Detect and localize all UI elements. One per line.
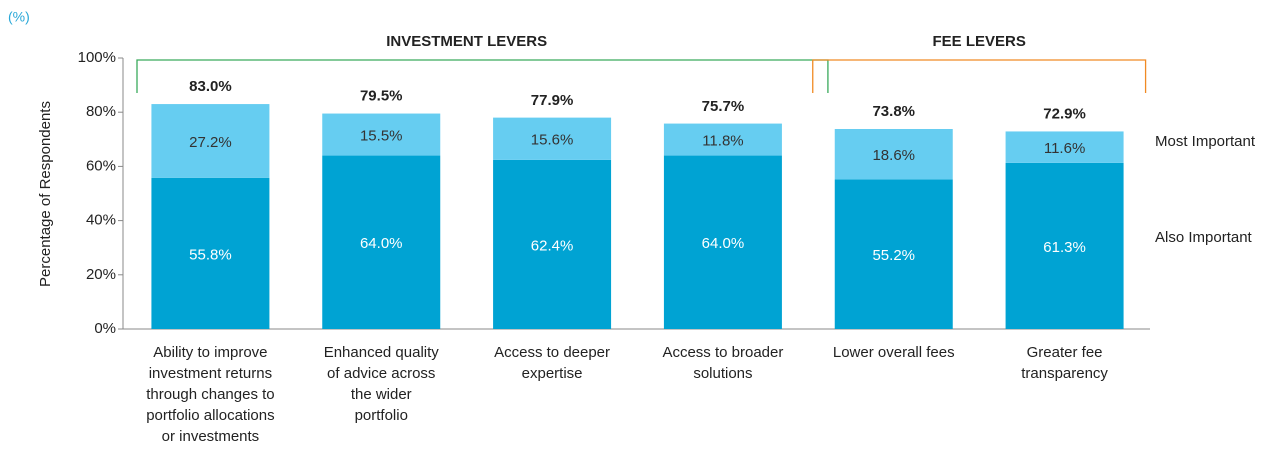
x-tick-label-line: Access to deeper	[494, 344, 610, 361]
y-axis-label: Percentage of Respondents	[37, 101, 54, 287]
legend-label: Most Important	[1155, 133, 1256, 150]
total-label: 75.7%	[702, 98, 745, 115]
data-label: 18.6%	[872, 147, 915, 164]
x-tick-label-line: solutions	[693, 365, 752, 382]
data-label: 55.8%	[189, 246, 232, 263]
y-tick-label: 0%	[94, 320, 116, 337]
bar-segment	[322, 155, 441, 329]
x-tick-label-line: portfolio	[355, 407, 408, 424]
x-tick-label-line: Greater fee	[1027, 344, 1103, 361]
group-label: FEE LEVERS	[932, 33, 1025, 50]
total-label: 77.9%	[531, 92, 574, 109]
x-tick-label: Access to broader solutions	[662, 344, 783, 382]
x-tick-label-line: through changes to	[146, 386, 274, 403]
x-tick-label: Enhanced quality of advice across the wide…	[324, 344, 440, 424]
data-label: 15.6%	[531, 132, 574, 149]
total-label: 72.9%	[1043, 105, 1086, 122]
group-bracket	[812, 59, 1147, 93]
data-label: 62.4%	[531, 237, 574, 254]
group-label: INVESTMENT LEVERS	[386, 33, 547, 50]
y-tick-label: 80%	[86, 103, 116, 120]
bar-segment	[493, 159, 612, 329]
bar-segment	[834, 179, 953, 329]
data-label: 11.6%	[1044, 140, 1085, 157]
data-label: 15.5%	[360, 128, 403, 145]
x-tick-label-line: expertise	[522, 365, 583, 382]
group-bracket	[136, 59, 829, 93]
bar-segment	[493, 117, 612, 160]
x-tick-label: Greater fee transparency	[1021, 344, 1108, 382]
data-label: 27.2%	[189, 134, 232, 151]
unit-label: (%)	[8, 9, 30, 25]
x-tick-label-line: the wider	[351, 386, 412, 403]
x-tick-label-line: of advice across	[327, 365, 435, 382]
x-tick-label: Access to deeper expertise	[494, 344, 610, 382]
x-tick-label-line: investment returns	[149, 365, 272, 382]
bar-segment	[1005, 162, 1124, 329]
x-tick-label-line: transparency	[1021, 365, 1108, 382]
data-label: 11.8%	[702, 133, 743, 150]
bar-segment	[663, 155, 782, 329]
x-tick-label-line: or investments	[162, 428, 260, 445]
y-tick-label: 40%	[86, 212, 116, 229]
data-label: 55.2%	[872, 247, 915, 264]
x-tick-label-line: Ability to improve	[153, 344, 267, 361]
bar-segment	[663, 123, 782, 156]
y-tick-label: 100%	[78, 49, 116, 66]
data-label: 64.0%	[702, 235, 745, 252]
total-label: 79.5%	[360, 88, 403, 105]
x-tick-label-line: portfolio allocations	[146, 407, 274, 424]
x-tick-label: Lower overall fees	[833, 344, 955, 361]
data-label: 64.0%	[360, 235, 403, 252]
y-tick-label: 20%	[86, 266, 116, 283]
bar-segment	[322, 113, 441, 156]
total-label: 73.8%	[872, 103, 915, 120]
bar-segment	[834, 129, 953, 180]
y-tick-label: 60%	[86, 157, 116, 174]
x-tick-label-line: Enhanced quality	[324, 344, 440, 361]
x-tick-label-line: Access to broader	[662, 344, 783, 361]
total-label: 83.0%	[189, 78, 232, 95]
bar-segment	[151, 104, 270, 178]
data-label: 61.3%	[1043, 239, 1086, 256]
x-tick-label-line: Lower overall fees	[833, 344, 955, 361]
legend-label: Also Important	[1155, 229, 1253, 246]
bar-segment	[151, 177, 270, 329]
x-tick-label: Ability to improve investment returns thro…	[146, 344, 274, 445]
bar-segment	[1005, 131, 1124, 163]
